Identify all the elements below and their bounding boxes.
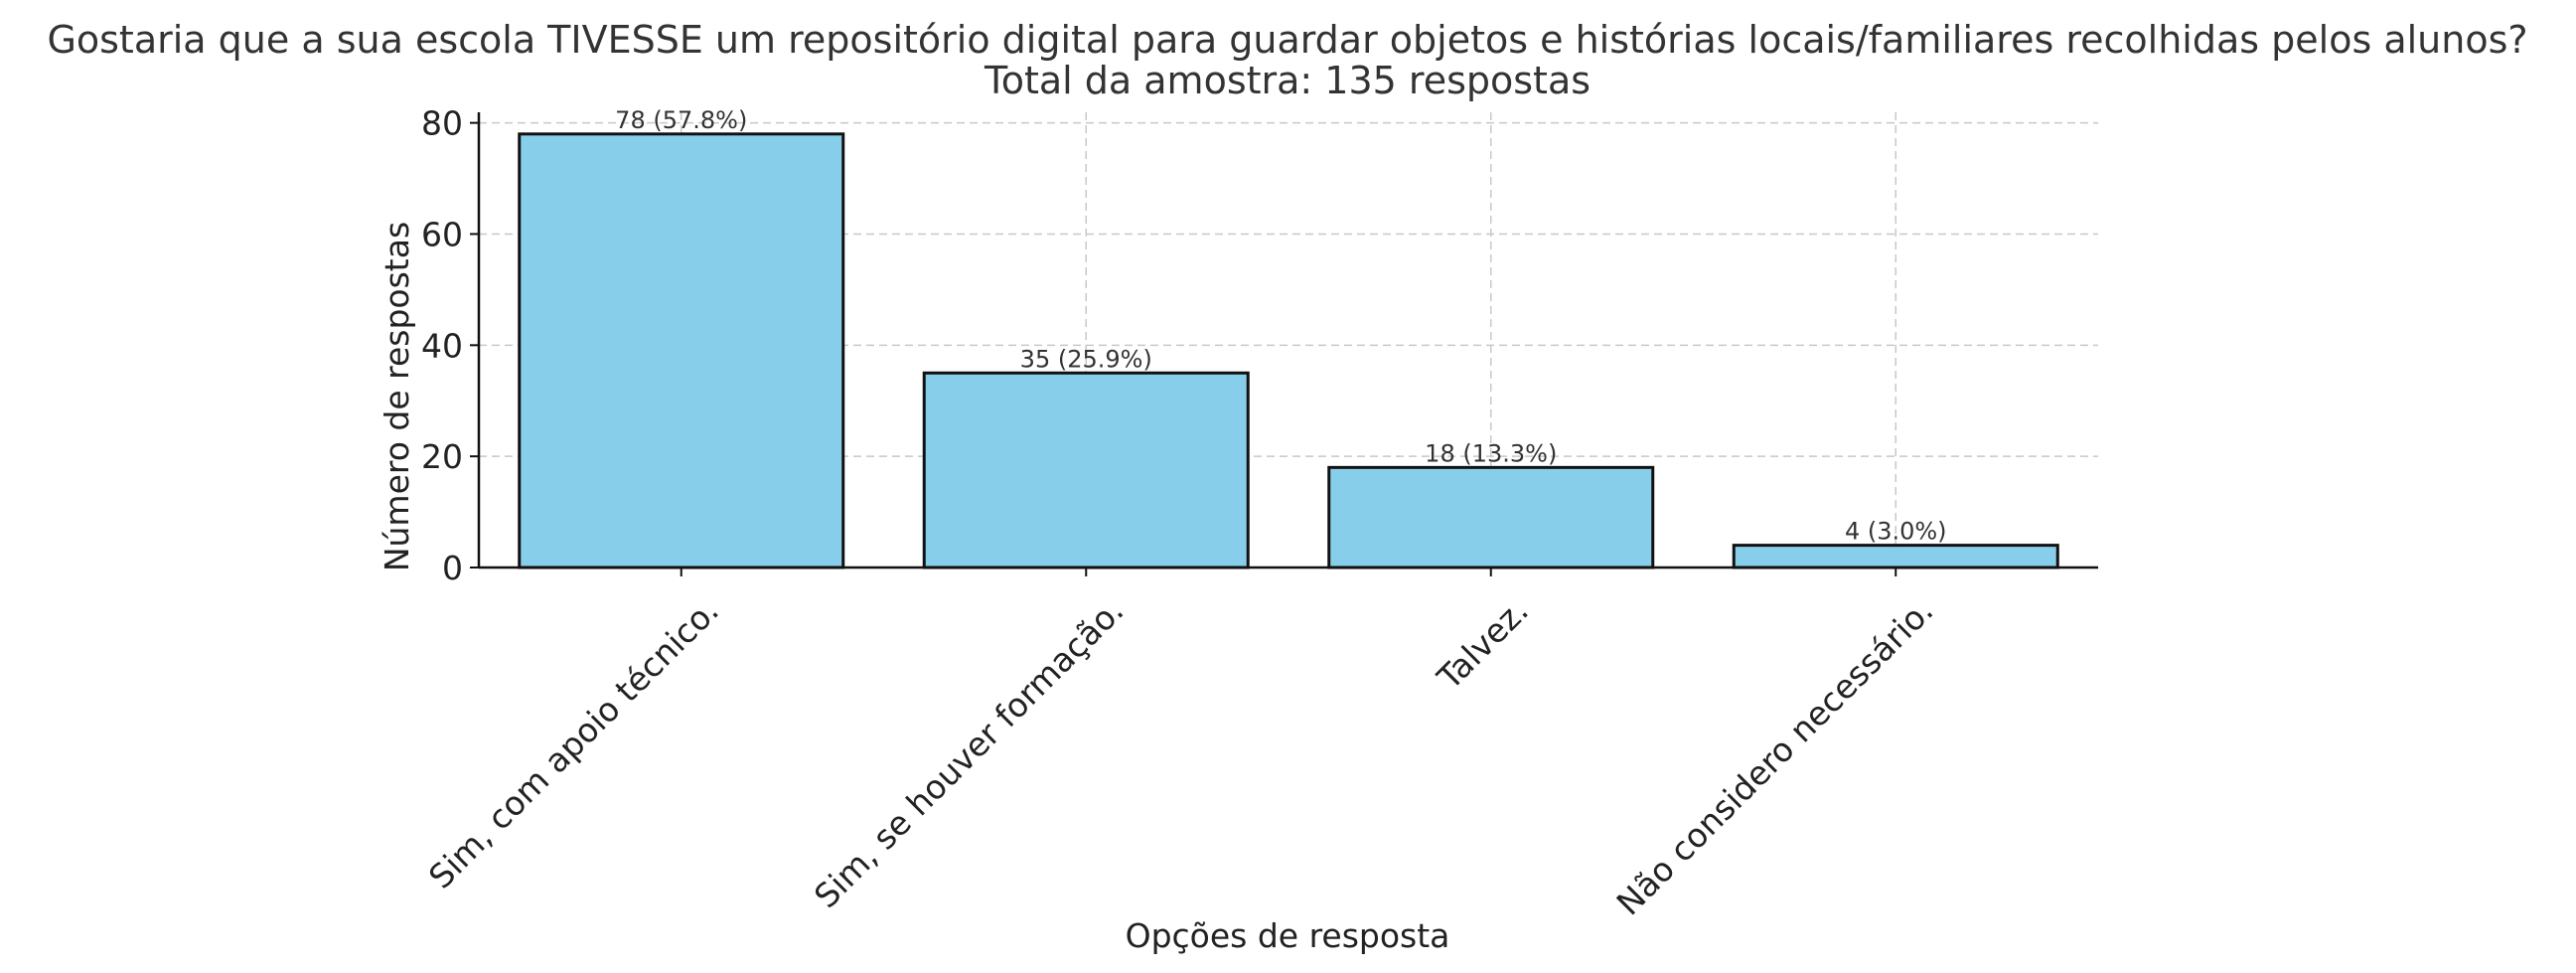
bar bbox=[518, 132, 845, 569]
data-label: 4 (3.0%) bbox=[1845, 518, 1947, 546]
bar bbox=[1732, 544, 2059, 569]
x-tick-label: Talvez. bbox=[1430, 591, 1536, 698]
y-axis-label: Número de respostas bbox=[378, 222, 416, 571]
x-tick-label: Não considero necessário. bbox=[1609, 591, 1941, 923]
y-tick-label: 0 bbox=[442, 549, 463, 587]
x-axis-label: Opções de resposta bbox=[1126, 916, 1450, 955]
bar bbox=[1327, 465, 1655, 569]
bar bbox=[922, 371, 1250, 569]
x-tick-label: Sim, com apoio técnico. bbox=[421, 591, 726, 896]
chart-subtitle: Total da amostra: 135 respostas bbox=[984, 59, 1591, 102]
data-label: 18 (13.3%) bbox=[1425, 439, 1557, 467]
y-tick-label: 20 bbox=[421, 437, 463, 476]
bars-layer bbox=[518, 132, 2059, 569]
y-tick-label: 60 bbox=[421, 215, 463, 253]
x-tick-label: Sim, se houver formação. bbox=[807, 591, 1132, 916]
y-tick-label: 80 bbox=[421, 104, 463, 143]
data-labels-layer: 78 (57.8%) 35 (25.9%) 18 (13.3%) 4 (3.0%) bbox=[615, 106, 1946, 546]
data-label: 78 (57.8%) bbox=[615, 106, 747, 134]
data-label: 35 (25.9%) bbox=[1020, 345, 1152, 373]
chart-title: Gostaria que a sua escola TIVESSE um rep… bbox=[47, 18, 2527, 62]
y-tick-label: 40 bbox=[421, 326, 463, 365]
